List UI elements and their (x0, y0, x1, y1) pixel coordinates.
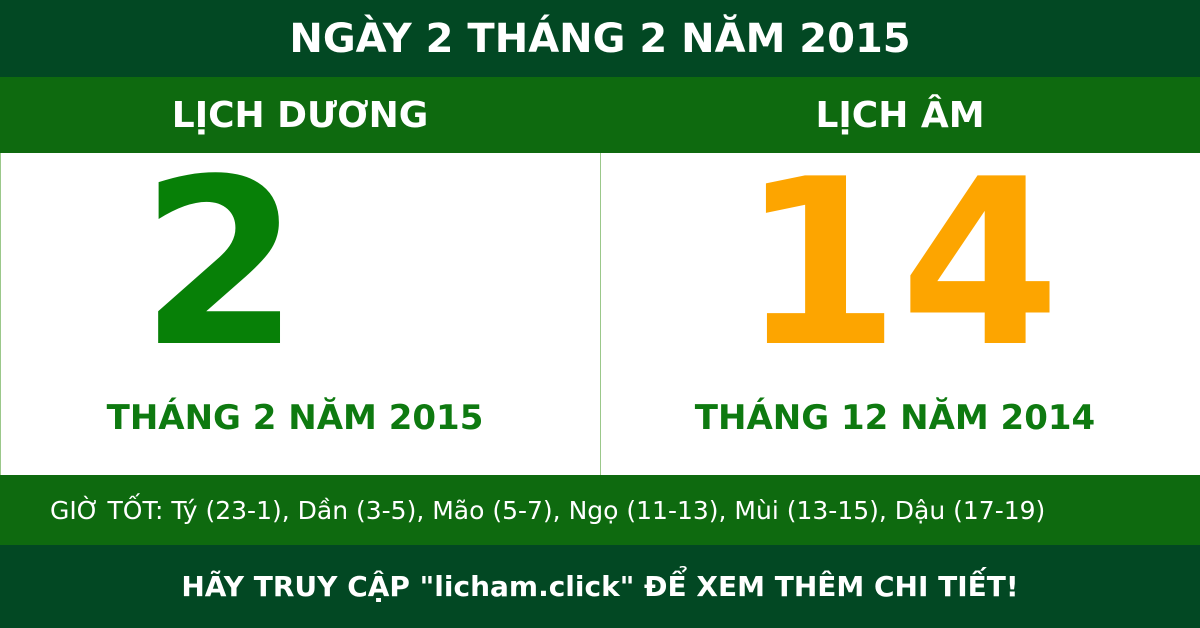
solar-day: 2 (139, 131, 301, 398)
lunar-month-year: THÁNG 12 NĂM 2014 (694, 398, 1096, 438)
calendar-headers: LỊCH DƯƠNG LỊCH ÂM (0, 77, 1200, 153)
column-divider (600, 153, 601, 475)
left-edge (0, 153, 1, 475)
lunar-day: 14 (740, 131, 1061, 398)
footer-cta: HÃY TRUY CẬP "licham.click" ĐỂ XEM THÊM … (0, 545, 1200, 628)
solar-month-year: THÁNG 2 NĂM 2015 (106, 398, 484, 438)
good-hours: GIỜ TỐT: Tý (23-1), Dần (3-5), Mão (5-7)… (0, 475, 1200, 545)
page-title: NGÀY 2 THÁNG 2 NĂM 2015 (0, 0, 1200, 77)
lunar-heading: LỊCH ÂM (815, 94, 985, 136)
solar-heading: LỊCH DƯƠNG (171, 94, 429, 136)
